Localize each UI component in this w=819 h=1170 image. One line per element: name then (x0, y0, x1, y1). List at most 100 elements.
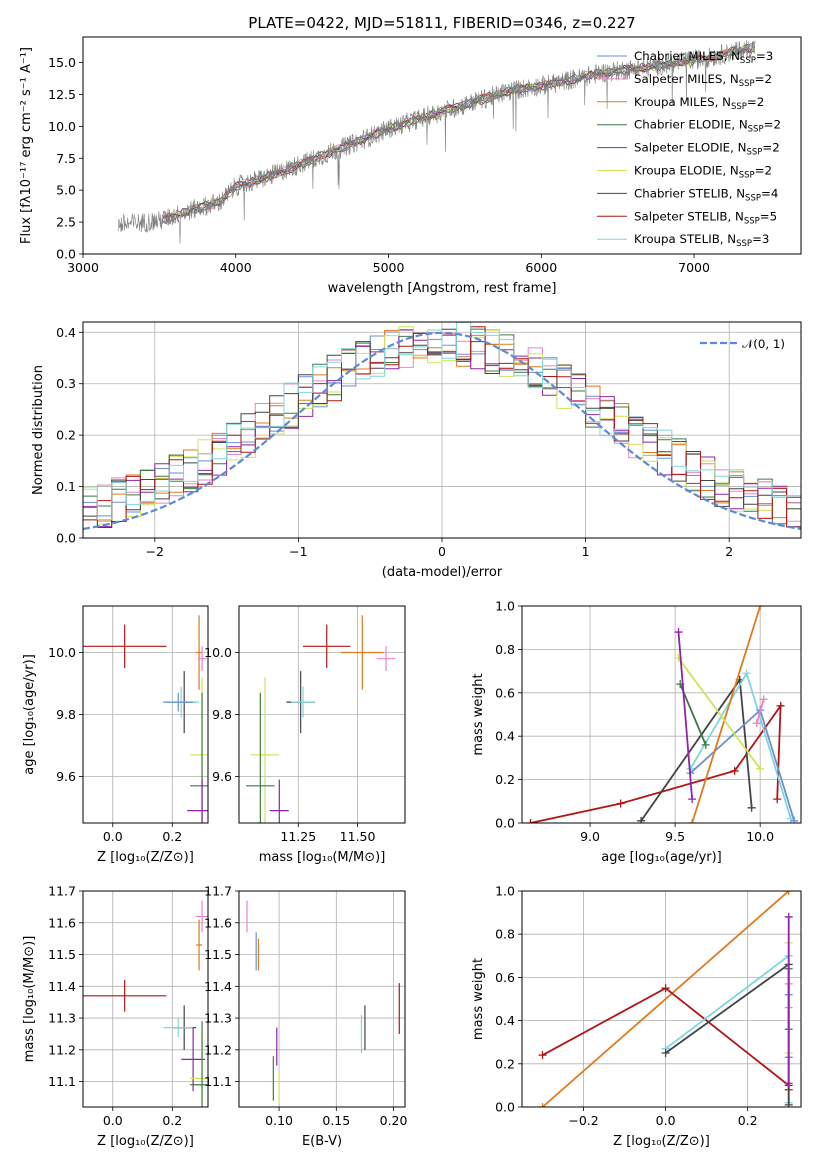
y-tick-label: 5.0 (56, 183, 76, 198)
x-axis-label: Z [log₁₀(Z/Z⊙)] (97, 1134, 194, 1149)
marker-kroupa_miles (538, 1103, 547, 1107)
marker-salpeter_stelib (616, 799, 625, 808)
legend-text: Kroupa STELIB, N (634, 232, 736, 246)
x-tick-label: −2 (146, 544, 164, 559)
x-tick-label: 11.50 (340, 829, 376, 844)
chart-weight_vs_Z: −0.2 0.0 0.2 0.0 0.2 0.4 0.6 0.8 1.0 Z [log₁₀(Z/Z… (471, 884, 802, 1149)
legend-label-kroupa_miles: Kroupa MILES, NSSP=2 (634, 95, 764, 112)
x-tick-label: 3000 (67, 260, 99, 275)
legend-label-kroupa_elodie: Kroupa ELODIE, NSSP=2 (634, 164, 772, 181)
x-tick-label: −1 (289, 544, 307, 559)
x-tick-label: 0.15 (322, 1113, 350, 1128)
legend-label-chabrier_miles: Chabrier MILES, NSSP=3 (634, 49, 773, 66)
marker-chabrier_miles (790, 816, 799, 823)
legend-subscript: SSP (740, 56, 756, 66)
series-kroupa_miles (541, 891, 790, 1107)
y-tick-label: 0.4 (56, 325, 76, 340)
y-tick-label: 10.0 (48, 645, 76, 660)
x-tick-label: 0.0 (103, 829, 123, 844)
x-tick-label: 9.0 (580, 829, 600, 844)
plot-area (246, 615, 396, 823)
x-tick-label: 0 (438, 544, 446, 559)
y-tick-label: 12.5 (48, 87, 76, 102)
x-tick-label: −0.2 (568, 1113, 598, 1128)
axes-frame (82, 890, 209, 1108)
legend-label-salpeter_stelib: Salpeter STELIB, NSSP=5 (634, 209, 777, 226)
marker-chabrier_stelib (747, 803, 756, 812)
y-axis-label: age [log₁₀(age/yr)] (22, 654, 37, 775)
x-axis-label: mass [log₁₀(M/M⊙)] (259, 850, 386, 865)
marker-salpeter_stelib (776, 701, 785, 710)
legend-label-chabrier_stelib: Chabrier STELIB, NSSP=4 (634, 186, 778, 203)
x-axis-label: age [log₁₀(age/yr)] (601, 850, 722, 865)
legend-value: =3 (752, 232, 769, 246)
legend-subscript: SSP (744, 216, 760, 226)
x-tick-label: 10.0 (746, 829, 774, 844)
marker-kroupa_miles (756, 606, 765, 610)
y-tick-label: 0.0 (56, 531, 76, 546)
legend-subscript: SSP (746, 148, 762, 158)
marker-salpeter_elodie (674, 628, 683, 637)
legend-value: =5 (760, 209, 777, 223)
y-tick-label: 0.0 (495, 1100, 515, 1115)
y-tick-label: 0.6 (495, 685, 515, 700)
y-tick-label: 11.1 (48, 1074, 76, 1089)
x-tick-label: 2 (725, 544, 733, 559)
marker-kroupa_miles (688, 819, 697, 823)
legend-label-normal: 𝒩(0, 1) (742, 337, 785, 351)
legend-text: Kroupa MILES, N (634, 95, 731, 109)
marker-chabrier_stelib (784, 1100, 793, 1107)
y-tick-label: 11.7 (204, 884, 232, 899)
y-tick-label: 1.0 (495, 599, 515, 614)
plot-area (538, 891, 793, 1107)
histogram-kroupa_stelib (83, 322, 801, 534)
series-kroupa_elodie (677, 657, 761, 770)
y-tick-label: 11.3 (204, 1011, 232, 1026)
marker-salpeter_elodie (784, 1079, 793, 1088)
legend-value: =2 (747, 95, 764, 109)
legend-value: =2 (755, 164, 772, 178)
x-tick-label: 4000 (220, 260, 252, 275)
legend-value: =2 (764, 118, 781, 132)
y-tick-label: 9.6 (212, 769, 232, 784)
x-tick-label: 0.20 (380, 1113, 408, 1128)
chart-mass_vs_ebv: 0.10 0.15 0.20 11.1 11.2 11.3 11.4 11.5 11.6 11.7… (204, 884, 407, 1150)
y-tick-label: 0.2 (495, 772, 515, 787)
chart-age_vs_mass: 11.25 11.50 9.6 9.8 10.0 mass [log₁₀(M/M⊙)] (204, 605, 406, 865)
legend-text: Salpeter MILES, N (634, 72, 739, 86)
legend-label-kroupa_stelib: Kroupa STELIB, NSSP=3 (634, 232, 769, 249)
marker-salpeter_stelib (773, 795, 782, 804)
axes-frame (82, 36, 802, 255)
y-tick-label: 11.5 (204, 947, 232, 962)
legend-value: =2 (755, 72, 772, 86)
x-axis-label: Z [log₁₀(Z/Z⊙)] (97, 850, 194, 865)
marker-salpeter_stelib (538, 1051, 547, 1060)
x-tick-label: 7000 (678, 260, 710, 275)
marker-kroupa_miles (784, 891, 793, 895)
axes-frame (521, 605, 802, 824)
series-salpeter_elodie (677, 631, 693, 800)
marker-kroupa_elodie (756, 764, 765, 773)
x-tick-label: 0.10 (265, 1113, 293, 1128)
y-tick-label: 11.7 (48, 884, 76, 899)
data-spectrum (117, 40, 756, 244)
legend-text: Kroupa ELODIE, N (634, 164, 739, 178)
y-axis-label: Flux [fλ10⁻¹⁷ erg cm⁻² s⁻¹ A⁻¹] (19, 47, 34, 244)
figure-title: PLATE=0422, MJD=51811, FIBERID=0346, z=0… (248, 14, 635, 32)
legend-text: Salpeter ELODIE, N (634, 141, 746, 155)
legend-subscript: SSP (736, 239, 752, 249)
legend-subscript: SSP (739, 79, 755, 89)
y-axis-label: Normed distribution (31, 365, 46, 495)
marker-salpeter_stelib (661, 984, 670, 993)
y-tick-label: 15.0 (48, 55, 76, 70)
y-tick-label: 10.0 (204, 645, 232, 660)
y-tick-label: 7.5 (56, 151, 76, 166)
plot-area (526, 606, 799, 823)
chart-mass_vs_Z: 0.0 0.2 11.1 11.2 11.3 11.4 11.5 11.6 11.7 Z [log… (22, 884, 209, 1149)
marker-salpeter_miles (752, 719, 761, 728)
legend-text: Chabrier ELODIE, N (634, 118, 748, 132)
